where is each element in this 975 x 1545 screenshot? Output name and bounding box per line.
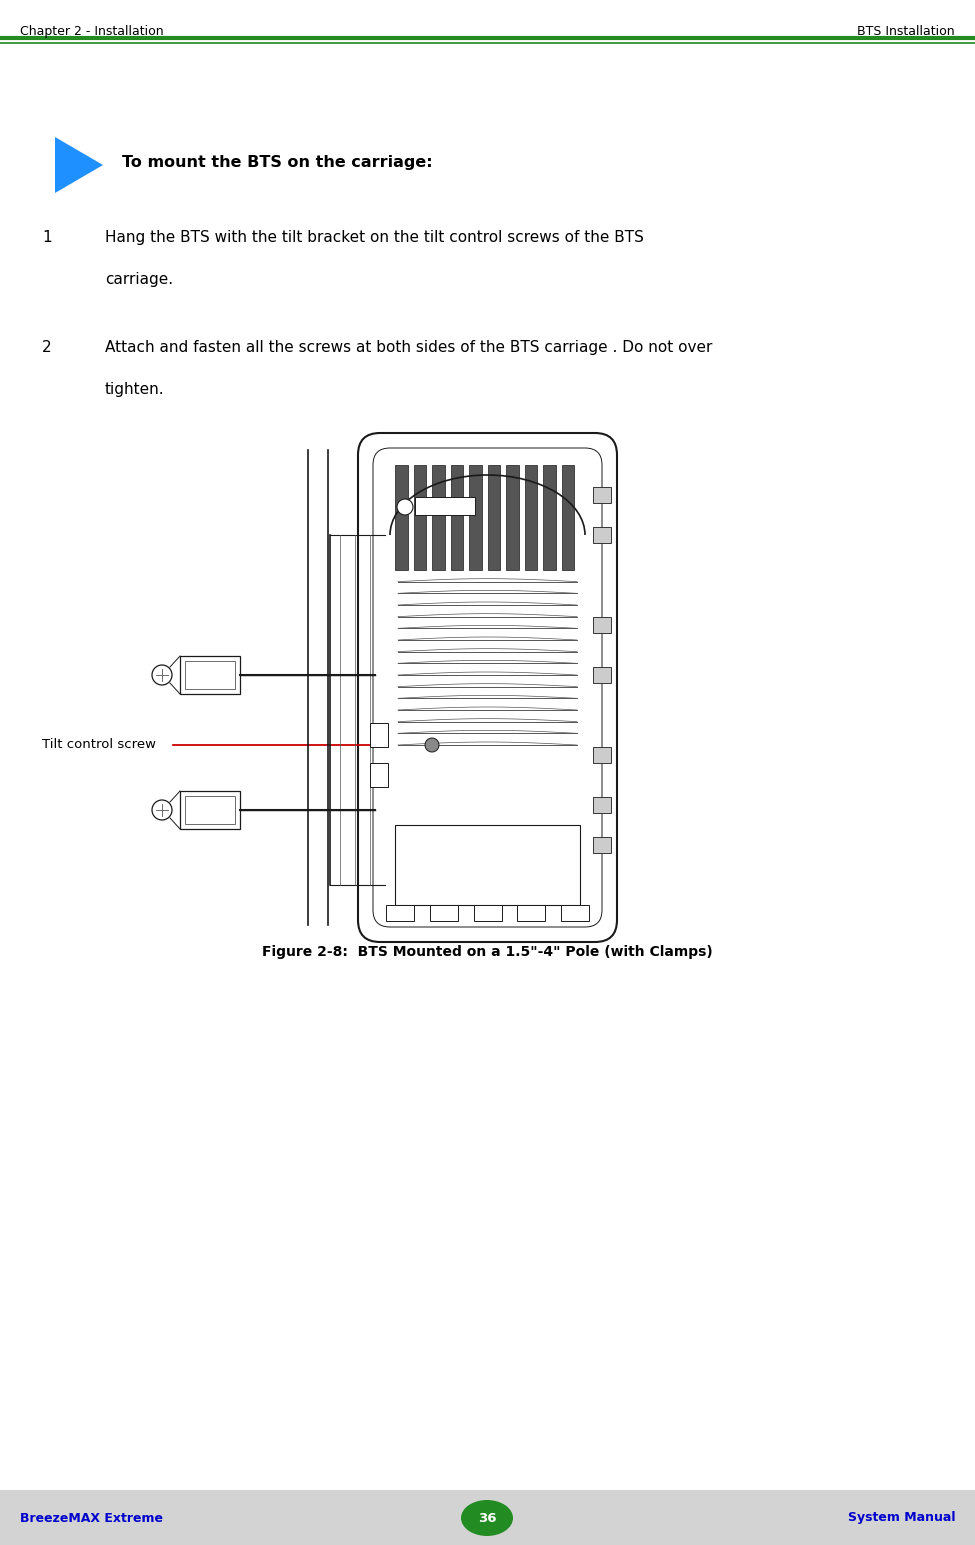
Text: 2: 2	[42, 340, 52, 355]
Bar	[593, 487, 611, 504]
Polygon shape	[55, 138, 103, 193]
Circle shape	[152, 800, 172, 820]
Text: Figure 2-8:  BTS Mounted on a 1.5"-4" Pole (with Clamps): Figure 2-8: BTS Mounted on a 1.5"-4" Pol…	[261, 946, 713, 959]
Bar	[370, 723, 388, 746]
FancyBboxPatch shape	[358, 433, 617, 942]
Bar	[430, 905, 457, 921]
Bar	[469, 465, 482, 570]
Bar	[506, 465, 519, 570]
Bar	[395, 465, 408, 570]
Bar	[593, 527, 611, 542]
Bar	[593, 797, 611, 813]
Bar	[593, 667, 611, 683]
Text: System Manual: System Manual	[847, 1511, 955, 1525]
Bar	[413, 465, 426, 570]
Bar	[185, 661, 235, 689]
Bar	[185, 796, 235, 823]
Bar	[395, 825, 580, 905]
Text: BreezeMAX Extreme: BreezeMAX Extreme	[20, 1511, 163, 1525]
Text: Attach and fasten all the screws at both sides of the BTS carriage . Do not over: Attach and fasten all the screws at both…	[105, 340, 713, 355]
Text: carriage.: carriage.	[105, 272, 174, 287]
Text: Hang the BTS with the tilt bracket on the tilt control screws of the BTS: Hang the BTS with the tilt bracket on th…	[105, 230, 644, 246]
Bar	[562, 465, 574, 570]
Bar	[543, 465, 556, 570]
Bar	[525, 465, 537, 570]
Bar	[0, 1489, 975, 1545]
Text: 1: 1	[42, 230, 52, 246]
Text: BTS Installation: BTS Installation	[857, 25, 955, 39]
Ellipse shape	[461, 1500, 513, 1536]
Text: Chapter 2 - Installation: Chapter 2 - Installation	[20, 25, 164, 39]
Text: 36: 36	[478, 1511, 496, 1525]
Bar	[450, 465, 463, 570]
Bar	[518, 905, 545, 921]
Text: tighten.: tighten.	[105, 382, 165, 397]
Bar	[370, 763, 388, 786]
Bar	[593, 837, 611, 853]
Bar	[593, 616, 611, 633]
Bar	[474, 905, 501, 921]
Text: To mount the BTS on the carriage:: To mount the BTS on the carriage:	[122, 156, 433, 170]
Bar	[488, 465, 500, 570]
Bar	[432, 465, 445, 570]
Bar	[180, 657, 240, 694]
Bar	[561, 905, 589, 921]
FancyBboxPatch shape	[373, 448, 602, 927]
Text: Tilt control screw: Tilt control screw	[42, 739, 156, 751]
Circle shape	[152, 664, 172, 684]
Circle shape	[425, 739, 439, 752]
Bar	[180, 791, 240, 830]
Bar	[386, 905, 414, 921]
Bar	[593, 746, 611, 763]
Circle shape	[397, 499, 413, 514]
Bar	[415, 497, 475, 514]
